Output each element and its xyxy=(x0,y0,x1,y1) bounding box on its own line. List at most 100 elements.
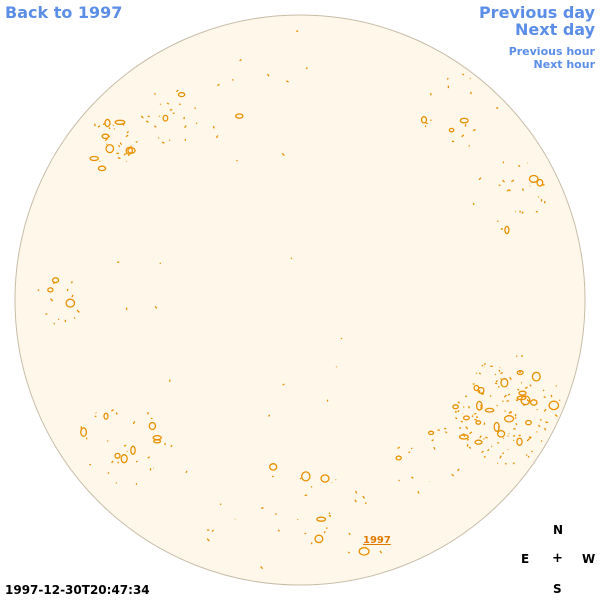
compass-center-icon: + xyxy=(552,551,563,566)
feature-contour xyxy=(516,370,524,376)
feature-contour xyxy=(269,463,278,471)
feature-fragment xyxy=(495,379,498,383)
feature-fragment xyxy=(296,518,299,521)
feature-contour xyxy=(448,127,455,133)
feature-fragment xyxy=(194,107,197,110)
previous-day-link[interactable]: Previous day xyxy=(478,3,595,22)
feature-fragment xyxy=(37,289,40,292)
feature-fragment xyxy=(219,503,222,506)
back-to-year-link[interactable]: Back to 1997 xyxy=(5,3,123,22)
observation-timestamp: 1997-12-30T20:47:34 xyxy=(5,583,150,597)
feature-fragment xyxy=(260,566,264,570)
feature-fragment xyxy=(127,154,130,157)
feature-fragment xyxy=(147,115,150,118)
feature-fragment xyxy=(507,435,509,437)
feature-fragment xyxy=(157,137,160,139)
feature-fragment xyxy=(274,513,277,516)
feature-fragment xyxy=(153,125,157,128)
feature-fragment xyxy=(468,446,472,449)
next-day-link[interactable]: Next day xyxy=(515,20,595,39)
feature-contour xyxy=(130,445,136,456)
feature-fragment xyxy=(464,395,468,398)
feature-contour xyxy=(475,420,482,425)
feature-fragment xyxy=(299,477,302,480)
feature-fragment xyxy=(528,436,532,439)
previous-hour-link[interactable]: Previous hour xyxy=(508,45,595,58)
next-hour-link[interactable]: Next hour xyxy=(533,58,596,71)
feature-contour xyxy=(105,143,115,154)
feature-contour xyxy=(500,378,509,388)
feature-contour xyxy=(525,419,532,426)
feature-contour xyxy=(474,439,483,445)
feature-fragment xyxy=(500,378,502,380)
feature-fragment xyxy=(328,514,332,517)
feature-fragment xyxy=(310,542,313,545)
feature-contour xyxy=(493,421,500,432)
feature-contour xyxy=(504,225,510,235)
feature-fragment xyxy=(444,431,448,434)
feature-contour xyxy=(103,412,109,420)
feature-fragment xyxy=(206,538,210,542)
feature-fragment xyxy=(168,379,171,382)
feature-fragment xyxy=(119,142,123,146)
feature-fragment xyxy=(398,479,401,482)
feature-fragment xyxy=(140,115,144,119)
feature-fragment xyxy=(425,122,428,125)
feature-fragment xyxy=(285,80,289,83)
feature-fragment xyxy=(132,421,136,425)
feature-fragment xyxy=(175,89,179,93)
feature-fragment xyxy=(495,106,499,110)
feature-fragment xyxy=(507,393,511,396)
feature-fragment xyxy=(521,211,524,214)
feature-fragment xyxy=(170,444,173,448)
feature-fragment xyxy=(539,418,542,421)
feature-fragment xyxy=(555,385,558,387)
feature-fragment xyxy=(260,507,264,510)
feature-fragment xyxy=(496,462,499,465)
feature-fragment xyxy=(323,530,326,534)
feature-contour xyxy=(528,174,539,183)
feature-fragment xyxy=(71,294,74,298)
feature-fragment xyxy=(304,494,308,497)
feature-fragment xyxy=(97,125,101,128)
feature-contour xyxy=(358,547,370,556)
feature-contour xyxy=(427,430,435,436)
feature-contour xyxy=(531,371,541,382)
feature-contour xyxy=(177,91,186,98)
feature-fragment xyxy=(325,527,328,530)
feature-contour xyxy=(97,165,107,172)
feature-fragment xyxy=(471,415,474,418)
feature-fragment xyxy=(464,123,467,127)
feature-fragment xyxy=(354,490,358,494)
compass-west-label: W xyxy=(582,552,596,566)
feature-fragment xyxy=(503,394,508,398)
feature-fragment xyxy=(236,159,238,162)
feature-fragment xyxy=(529,384,532,387)
feature-contour xyxy=(125,146,134,155)
feature-contour xyxy=(503,415,515,423)
feature-fragment xyxy=(113,128,116,130)
feature-fragment xyxy=(211,529,215,533)
feature-fragment xyxy=(457,401,461,404)
feature-fragment xyxy=(433,446,436,450)
feature-fragment xyxy=(518,165,521,168)
feature-fragment xyxy=(305,67,308,70)
feature-fragment xyxy=(397,446,400,450)
feature-fragment xyxy=(543,396,546,399)
feature-contour xyxy=(420,116,428,124)
feature-fragment xyxy=(66,288,69,292)
feature-fragment xyxy=(474,418,477,421)
feature-fragment xyxy=(135,460,138,463)
feature-fragment xyxy=(281,152,285,157)
feature-fragment xyxy=(465,426,469,430)
feature-fragment xyxy=(481,393,484,396)
feature-contour xyxy=(320,474,330,483)
feature-fragment xyxy=(95,412,97,414)
feature-fragment xyxy=(117,156,121,160)
feature-fragment xyxy=(379,550,383,554)
year-link[interactable]: 1997 xyxy=(363,535,391,546)
feature-fragment xyxy=(479,435,482,439)
feature-fragment xyxy=(483,455,486,458)
feature-fragment xyxy=(478,177,482,181)
